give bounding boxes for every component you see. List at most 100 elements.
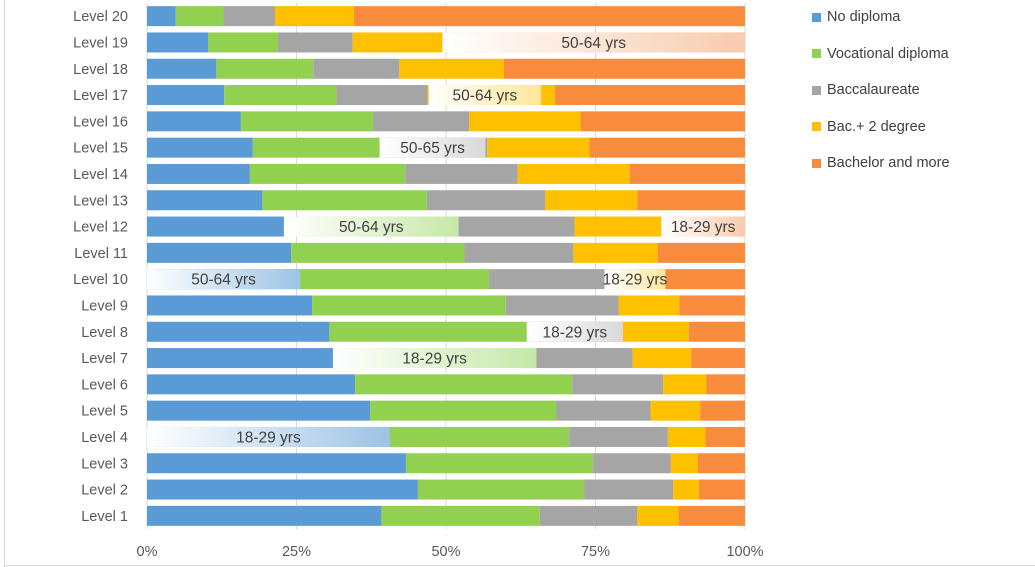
annotation-label-level-17-8: 50-64 yrs (453, 88, 518, 105)
category-label-level-8: Level 8 (81, 325, 128, 341)
bar-level-18-no-diploma (147, 58, 217, 79)
bar-level-12-bac-2-degree (574, 216, 662, 237)
x-tick-label-0: 0% (137, 544, 158, 560)
category-label-level-2: Level 2 (81, 483, 128, 499)
bar-level-5-bachelor-and-more (700, 400, 745, 421)
bar-level-19-vocational-diploma (207, 32, 278, 53)
bar-level-3-bachelor-and-more (697, 453, 745, 474)
category-label-level-19: Level 19 (73, 35, 128, 51)
bar-level-16-baccalaureate (373, 111, 470, 132)
bar-level-9-no-diploma (147, 295, 313, 316)
annotation-band-level-7-1 (332, 348, 537, 369)
bar-level-3-vocational-diploma (405, 453, 594, 474)
bar-level-2-no-diploma (147, 479, 418, 500)
bar-level-9-bachelor-and-more (679, 295, 745, 316)
bar-level-6-bachelor-and-more (706, 374, 745, 395)
bar-level-1-baccalaureate (539, 505, 638, 526)
bar-level-4-baccalaureate (569, 426, 668, 447)
legend-item-vocational-diploma: Vocational diploma (812, 42, 950, 66)
annotation-band-level-12-5 (283, 216, 459, 237)
frame-bottom-border (4, 565, 1035, 566)
category-label-level-3: Level 3 (81, 456, 128, 472)
category-label-level-6: Level 6 (81, 377, 128, 393)
category-label-level-12: Level 12 (73, 220, 128, 236)
bar-level-8-vocational-diploma (329, 321, 527, 342)
annotation-band-level-10-3 (147, 269, 301, 290)
bar-level-3-no-diploma (147, 453, 406, 474)
bar-level-2-vocational-diploma (417, 479, 585, 500)
bar-level-16-vocational-diploma (240, 111, 374, 132)
annotation-label-level-10-3: 50-64 yrs (191, 272, 256, 289)
bar-level-13-bachelor-and-more (637, 190, 745, 211)
bar-level-1-bac-2-degree (637, 505, 679, 526)
bar-level-5-baccalaureate (556, 400, 651, 421)
category-label-level-11: Level 11 (74, 246, 128, 262)
category-label-level-4: Level 4 (81, 430, 128, 446)
bar-level-14-bac-2-degree (517, 163, 630, 184)
bar-level-7-bachelor-and-more (691, 348, 745, 369)
bar-level-20-vocational-diploma (175, 6, 224, 27)
bar-level-11-no-diploma (147, 242, 292, 263)
bar-level-20-baccalaureate (223, 6, 275, 27)
bar-level-7-baccalaureate (536, 348, 633, 369)
bar-level-20-bac-2-degree (274, 6, 354, 27)
frame-left-border (4, 0, 5, 567)
bar-level-15-bachelor-and-more (589, 137, 745, 158)
bar-level-18-baccalaureate (313, 58, 400, 79)
bar-level-8-bachelor-and-more (688, 321, 745, 342)
bar-level-16-no-diploma (147, 111, 241, 132)
legend-item-baccalaureate: Baccalaureate (812, 78, 950, 102)
bar-level-14-no-diploma (147, 163, 250, 184)
category-label-level-18: Level 18 (73, 62, 128, 78)
legend-swatch-bac-2-degree (812, 122, 821, 132)
category-label-level-9: Level 9 (81, 298, 128, 314)
bar-level-16-bachelor-and-more (580, 111, 745, 132)
bar-level-13-bac-2-degree (545, 190, 638, 211)
annotation-label-level-4-0: 18-29 yrs (236, 429, 301, 446)
category-label-level-5: Level 5 (81, 404, 128, 420)
bar-level-13-no-diploma (147, 190, 263, 211)
bar-level-14-vocational-diploma (249, 163, 406, 184)
bar-level-13-baccalaureate (426, 190, 546, 211)
legend-label-vocational-diploma: Vocational diploma (827, 45, 949, 62)
bar-level-12-no-diploma (147, 216, 284, 237)
bar-level-4-vocational-diploma (389, 426, 570, 447)
bar-level-11-vocational-diploma (291, 242, 465, 263)
annotation-band-level-17-8 (428, 85, 542, 106)
annotation-label-level-10-4: 18-29 yrs (603, 272, 668, 289)
category-label-level-10: Level 10 (73, 272, 128, 288)
bar-level-17-baccalaureate (336, 85, 428, 106)
x-axis-tick-labels: 0% 25% 50% 75% 100% (137, 544, 764, 560)
bar-level-15-no-diploma (147, 137, 253, 158)
category-label-level-1: Level 1 (81, 509, 128, 525)
x-tick-label-50: 50% (431, 544, 460, 560)
bar-level-16-bac-2-degree (469, 111, 581, 132)
category-label-level-15: Level 15 (73, 141, 128, 157)
x-tick-label-25: 25% (282, 544, 311, 560)
annotation-label-level-19-9: 50-64 yrs (561, 35, 626, 52)
bar-level-11-baccalaureate (464, 242, 574, 263)
annotation-band-level-15-7 (379, 137, 486, 158)
bar-level-18-vocational-diploma (216, 58, 314, 79)
bar-level-1-bachelor-and-more (678, 505, 745, 526)
bar-level-20-bachelor-and-more (353, 6, 745, 27)
bar-level-2-baccalaureate (584, 479, 674, 500)
bar-level-6-no-diploma (147, 374, 356, 395)
bar-level-5-bac-2-degree (650, 400, 701, 421)
annotation-band-level-8-2 (526, 321, 624, 342)
bar-level-6-baccalaureate (572, 374, 664, 395)
bar-level-4-bac-2-degree (667, 426, 706, 447)
bar-level-9-bac-2-degree (618, 295, 680, 316)
legend-item-bachelor-and-more: Bachelor and more (812, 151, 950, 175)
bar-level-1-vocational-diploma (381, 505, 540, 526)
annotation-band-level-4-0 (147, 426, 390, 447)
legend-label-baccalaureate: Baccalaureate (827, 82, 920, 99)
annotation-band-level-12-6 (661, 216, 745, 237)
bar-level-11-bachelor-and-more (657, 242, 745, 263)
bar-level-18-bachelor-and-more (504, 58, 745, 79)
bar-level-15-bac-2-degree (487, 137, 590, 158)
x-tick-label-100: 100% (726, 544, 763, 560)
bar-level-2-bac-2-degree (673, 479, 699, 500)
legend-item-no-diploma: No diploma (812, 5, 950, 29)
